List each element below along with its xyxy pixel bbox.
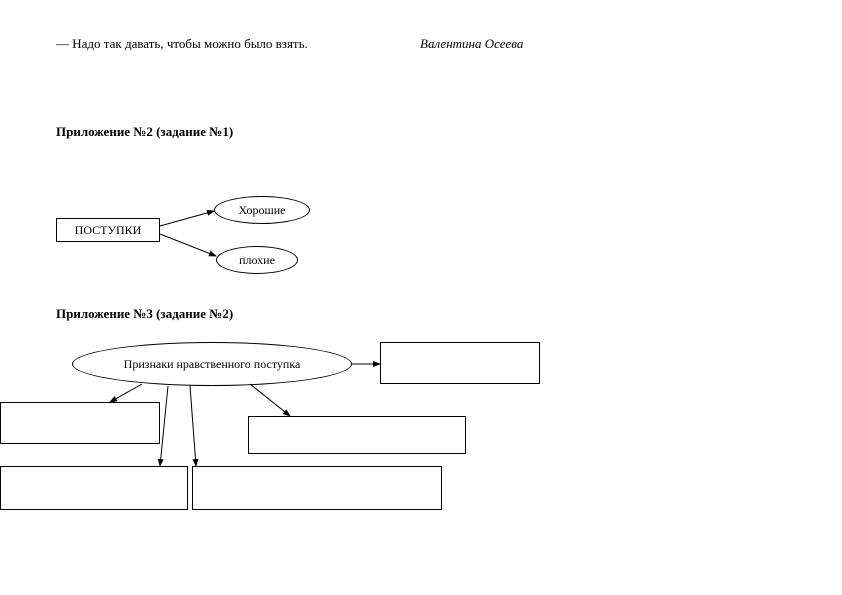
section3-title: Приложение №3 (задание №2) (56, 306, 233, 322)
d3-edge-center-r4 (160, 386, 168, 466)
d2-node-bad: плохие (216, 246, 298, 274)
d2-edge-root-bad (160, 234, 216, 256)
d3-edge-center-r5 (190, 386, 196, 466)
d3-node-r3 (248, 416, 466, 454)
section2-title: Приложение №2 (задание №1) (56, 124, 233, 140)
quote-text: — Надо так давать, чтобы можно было взят… (56, 36, 308, 52)
d2-edge-root-good (160, 211, 214, 226)
d3-edge-center-r2 (110, 384, 142, 402)
d2-node-good-label: Хорошие (239, 203, 286, 218)
d3-node-r5 (192, 466, 442, 510)
quote-author: Валентина Осеева (420, 36, 523, 52)
d2-node-bad-label: плохие (239, 253, 275, 268)
d3-node-r2 (0, 402, 160, 444)
page-root: — Надо так давать, чтобы можно было взят… (0, 0, 842, 595)
d2-node-root-label: ПОСТУПКИ (75, 223, 142, 238)
d3-node-r4 (0, 466, 188, 510)
d3-node-center-label: Признаки нравственного поступка (124, 357, 301, 372)
d3-node-center: Признаки нравственного поступка (72, 342, 352, 386)
d3-node-r1 (380, 342, 540, 384)
d3-edge-center-r3 (250, 384, 290, 416)
d2-node-good: Хорошие (214, 196, 310, 224)
d2-node-root: ПОСТУПКИ (56, 218, 160, 242)
